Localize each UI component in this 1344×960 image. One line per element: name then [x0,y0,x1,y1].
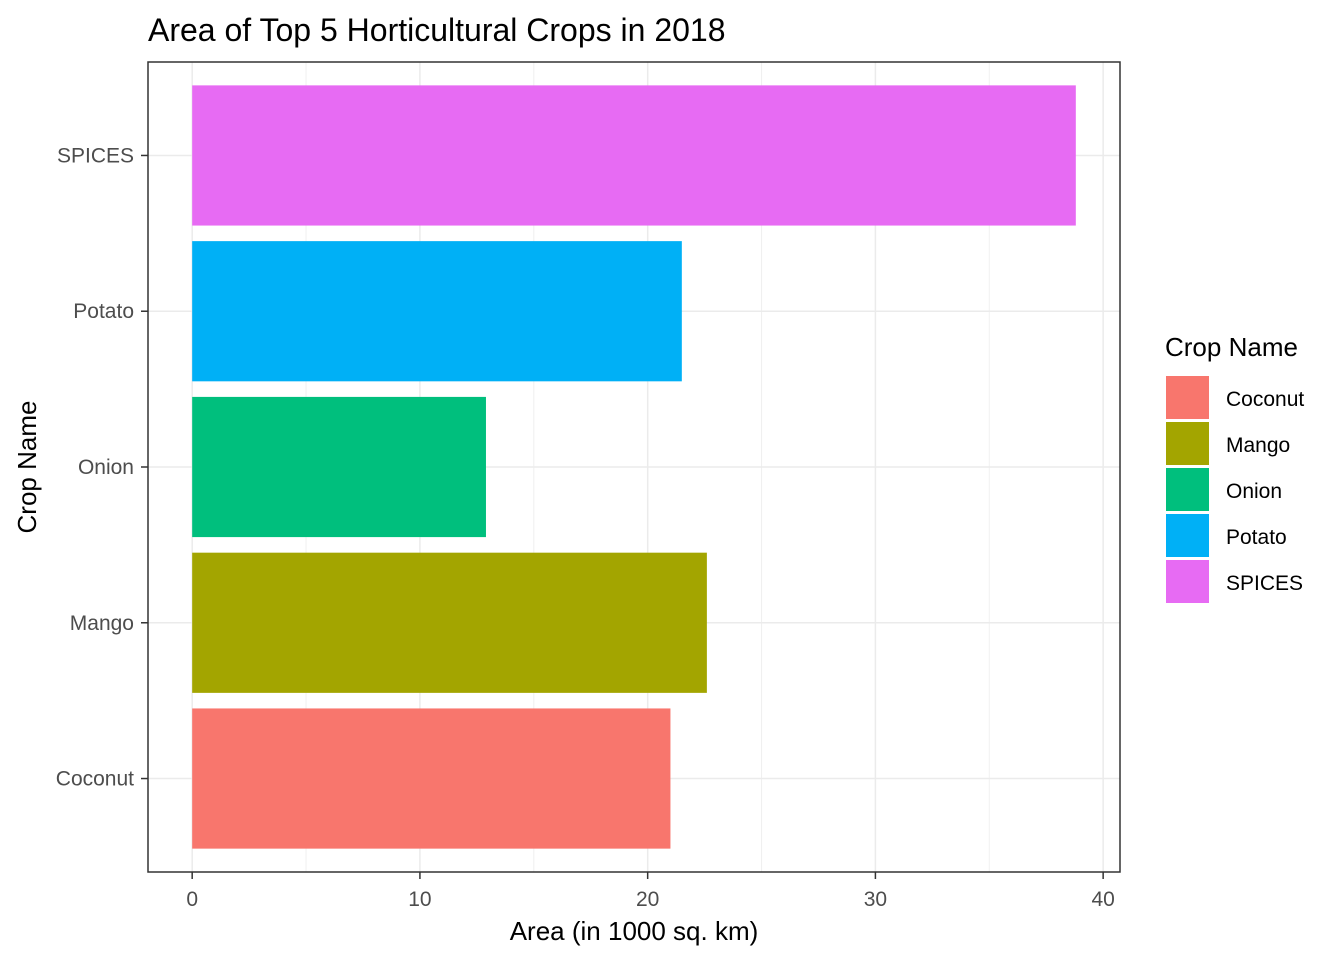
y-axis: Coconut Mango Onion Potato SPICES [56,144,148,791]
y-tick-label-mango: Mango [70,612,134,635]
y-tick-label-potato: Potato [73,300,134,323]
legend: Crop Name Coconut Mango Onion Potato SPICES [1165,332,1304,603]
y-tick-label-coconut: Coconut [56,768,134,791]
legend-key-spices [1166,560,1209,603]
x-axis: 0 10 20 30 40 [186,872,1115,911]
legend-label-spices: SPICES [1226,572,1303,595]
bar-coconut [192,708,671,849]
y-tick-label-spices: SPICES [57,144,134,167]
x-tick-label: 10 [408,888,431,911]
legend-key-coconut [1166,376,1209,419]
x-axis-title: Area (in 1000 sq. km) [510,916,759,946]
legend-label-coconut: Coconut [1226,388,1304,411]
bar-potato [192,241,682,382]
chart-title: Area of Top 5 Horticultural Crops in 201… [148,12,726,48]
x-tick-label: 0 [186,888,198,911]
bar-mango [192,552,707,693]
legend-label-mango: Mango [1226,434,1290,457]
x-tick-label: 40 [1091,888,1114,911]
legend-label-onion: Onion [1226,480,1282,503]
legend-key-mango [1166,422,1209,465]
legend-key-onion [1166,468,1209,511]
legend-title: Crop Name [1165,332,1298,362]
bar-onion [192,396,486,538]
x-tick-label: 30 [864,888,887,911]
bar-spices [192,85,1076,226]
y-tick-label-onion: Onion [78,456,134,479]
legend-label-potato: Potato [1226,526,1287,549]
bars [192,85,1076,849]
legend-key-potato [1166,514,1209,557]
y-axis-title: Crop Name [12,401,42,534]
x-tick-label: 20 [636,888,659,911]
